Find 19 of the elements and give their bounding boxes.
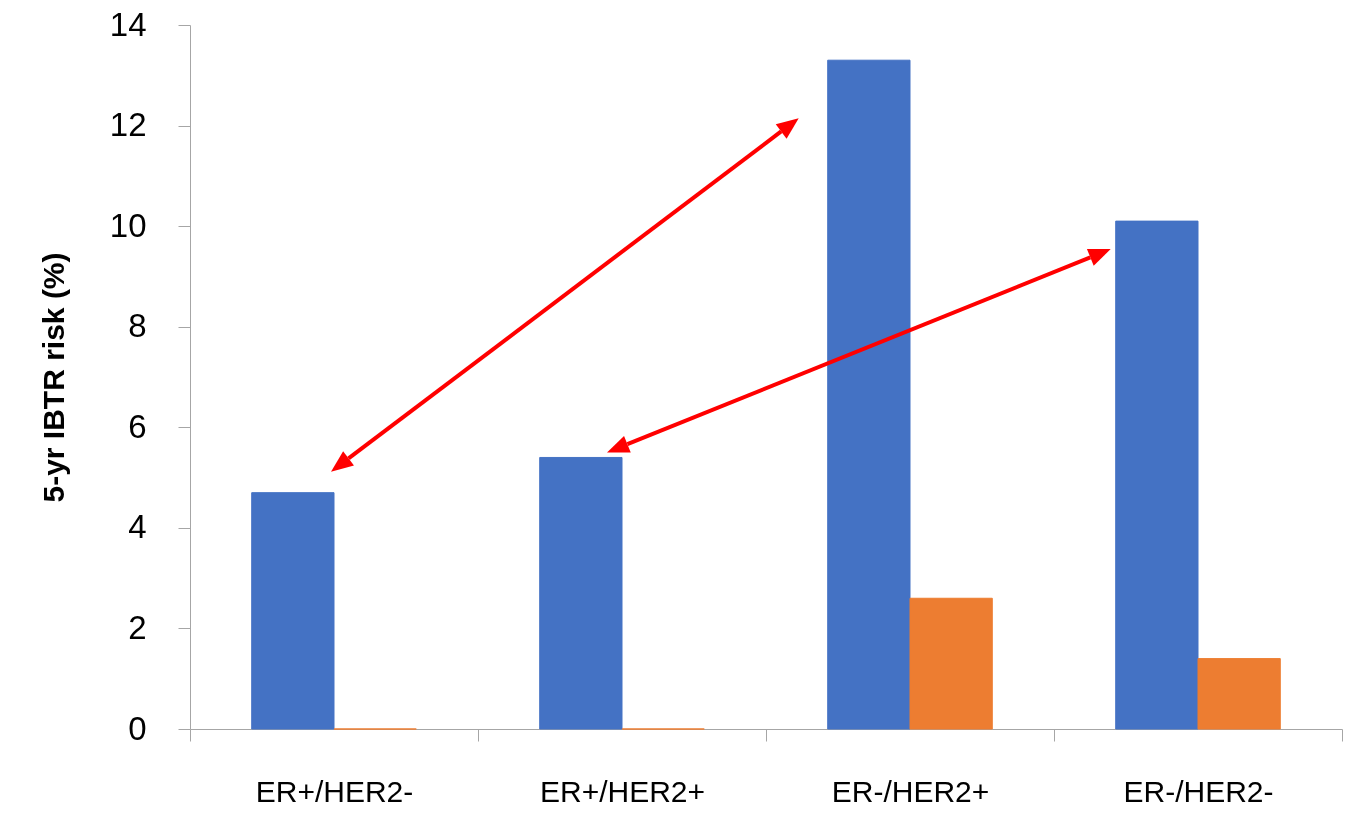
x-tick-label: ER-/HER2- <box>1123 774 1274 808</box>
y-tick-label: 0 <box>128 709 147 747</box>
bar <box>909 597 993 730</box>
x-tick-label: ER-/HER2+ <box>831 774 990 808</box>
y-tick-label: 4 <box>128 508 147 546</box>
x-tick-label: ER+/HER2+ <box>539 774 706 808</box>
bar <box>539 456 623 730</box>
bar <box>1115 220 1199 730</box>
y-tick-label: 2 <box>128 608 147 646</box>
bar <box>827 59 911 730</box>
y-tick-label: 10 <box>109 206 147 244</box>
bar <box>251 492 335 730</box>
y-tick-label: 6 <box>128 407 147 445</box>
y-tick-label: 8 <box>128 307 147 345</box>
x-tick-label: ER+/HER2- <box>255 774 414 808</box>
y-tick-label: 12 <box>109 106 147 144</box>
y-axis-title: 5-yr IBTR risk (%) <box>36 252 70 503</box>
bar <box>1197 658 1281 730</box>
y-tick-label: 14 <box>109 5 147 43</box>
